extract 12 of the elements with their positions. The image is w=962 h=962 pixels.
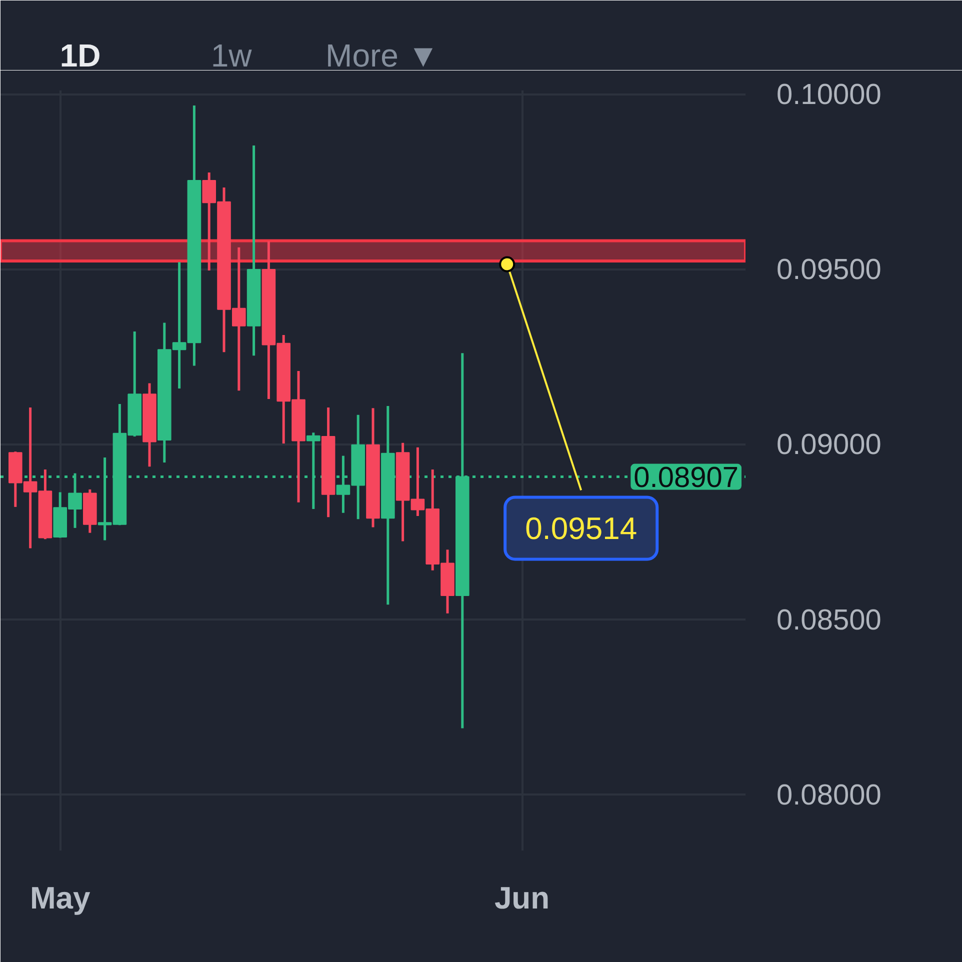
- text: 1w: [210, 38, 253, 74]
- text: 1D: [60, 38, 101, 74]
- ref-line-label: 0.08907: [634, 462, 738, 494]
- y-tick-label: 0.10000: [776, 79, 882, 111]
- y-tick-label: 0.08500: [776, 604, 882, 636]
- x-tick-label: Jun: [494, 880, 550, 916]
- y-tick-label: 0.08000: [776, 779, 882, 812]
- y-tick-label: 0.09500: [776, 254, 882, 286]
- text: More ▼: [326, 38, 440, 74]
- x-tick-label: May: [30, 880, 92, 916]
- annotation: 0.09514: [525, 511, 638, 546]
- y-tick-label: 0.09000: [776, 429, 882, 462]
